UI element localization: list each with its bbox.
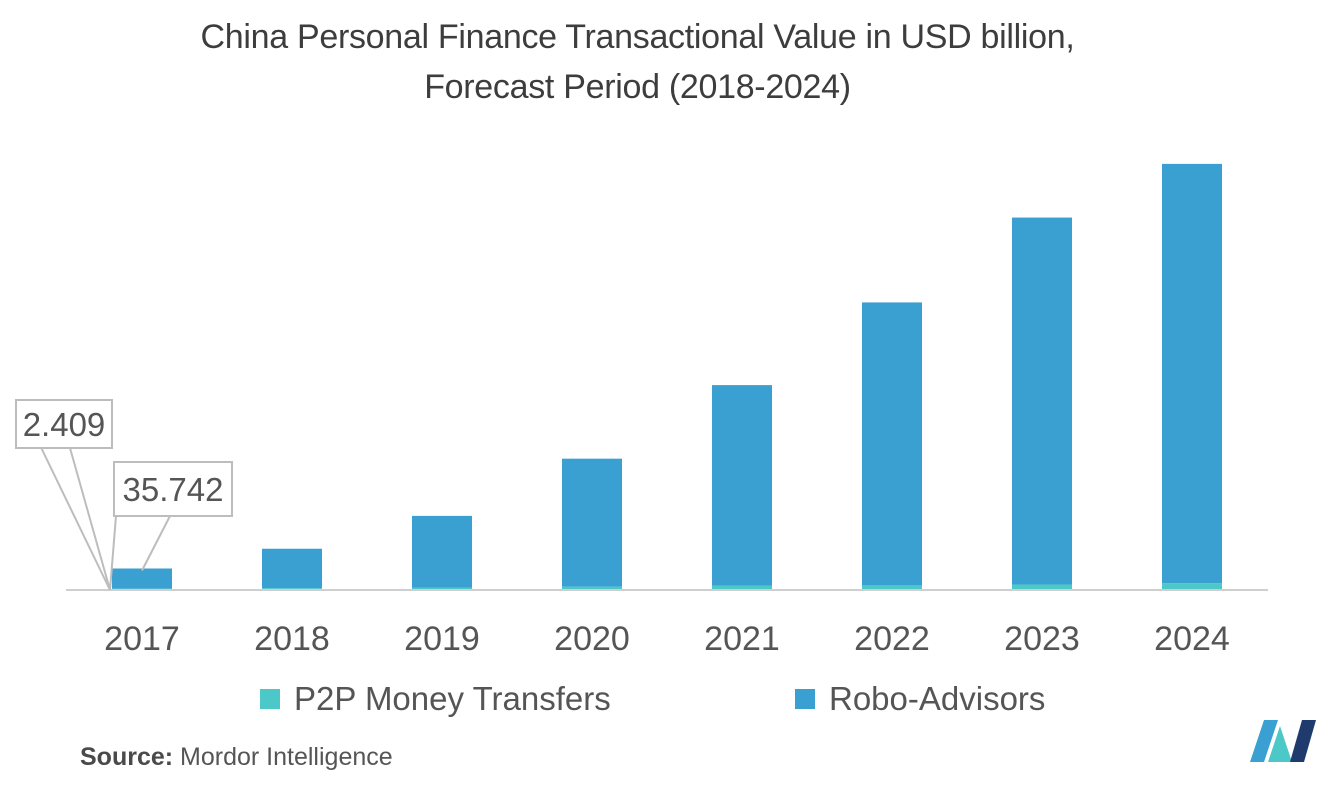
callout-leader-35.742 — [141, 515, 171, 571]
legend-label-robo: Robo-Advisors — [829, 680, 1046, 717]
chart-subtitle: Forecast Period (2018-2024) — [424, 68, 851, 106]
legend: P2P Money Transfers Robo-Advisors — [0, 680, 1325, 726]
chart-title: China Personal Finance Transactional Val… — [0, 12, 1275, 112]
x-tick-2019: 2019 — [404, 620, 480, 658]
bar-p2p-2022 — [862, 585, 922, 590]
bar-robo-2022 — [862, 302, 922, 586]
bar-robo-2020 — [562, 458, 622, 587]
source-note: Source: Mordor Intelligence — [80, 743, 393, 772]
bar-robo-2023 — [1012, 217, 1072, 585]
legend-label-p2p: P2P Money Transfers — [294, 680, 611, 717]
legend-swatch-robo — [795, 689, 815, 709]
callout-label-2.409: 2.409 — [23, 406, 106, 443]
x-tick-2023: 2023 — [1004, 620, 1080, 658]
source-label: Source: — [80, 743, 174, 771]
bars-group — [112, 163, 1222, 590]
bar-robo-2024 — [1162, 163, 1222, 584]
callout-leader-2.409 — [69, 447, 111, 591]
x-tick-2022: 2022 — [854, 620, 930, 658]
bar-robo-2019 — [412, 515, 472, 588]
data-callouts: 2.409 35.742 — [15, 399, 233, 591]
bar-p2p-2020 — [562, 586, 622, 590]
legend-swatch-p2p — [260, 689, 280, 709]
x-tick-2024: 2024 — [1154, 620, 1230, 658]
legend-item-robo: Robo-Advisors — [795, 680, 1045, 718]
bar-p2p-2019 — [412, 587, 472, 590]
bar-robo-2018 — [262, 548, 322, 589]
bar-p2p-2024 — [1162, 583, 1222, 590]
x-tick-labels: 2017 2018 2019 2020 2021 2022 2023 2024 — [104, 620, 1230, 658]
callout-leader-35.742 — [109, 515, 117, 591]
bar-p2p-2023 — [1012, 584, 1072, 590]
x-tick-2020: 2020 — [554, 620, 630, 658]
callout-box-35.742 — [113, 461, 233, 517]
x-tick-2017: 2017 — [104, 620, 180, 658]
x-tick-2021: 2021 — [704, 620, 780, 658]
bar-robo-2017 — [112, 568, 172, 589]
mordor-intelligence-logo — [1250, 720, 1316, 762]
bar-robo-2021 — [712, 385, 772, 586]
callout-label-35.742: 35.742 — [123, 471, 224, 508]
callout-box-2.409 — [15, 399, 113, 449]
x-tick-2018: 2018 — [254, 620, 330, 658]
legend-item-p2p: P2P Money Transfers — [260, 680, 611, 718]
bar-p2p-2021 — [712, 585, 772, 590]
bar-chart: 2017 2018 2019 2020 2021 2022 2023 2024 2.409 35… — [15, 163, 1268, 658]
chart-title-line1: China Personal Finance Transactional Val… — [200, 18, 1075, 56]
source-text: Mordor Intelligence — [180, 743, 393, 771]
